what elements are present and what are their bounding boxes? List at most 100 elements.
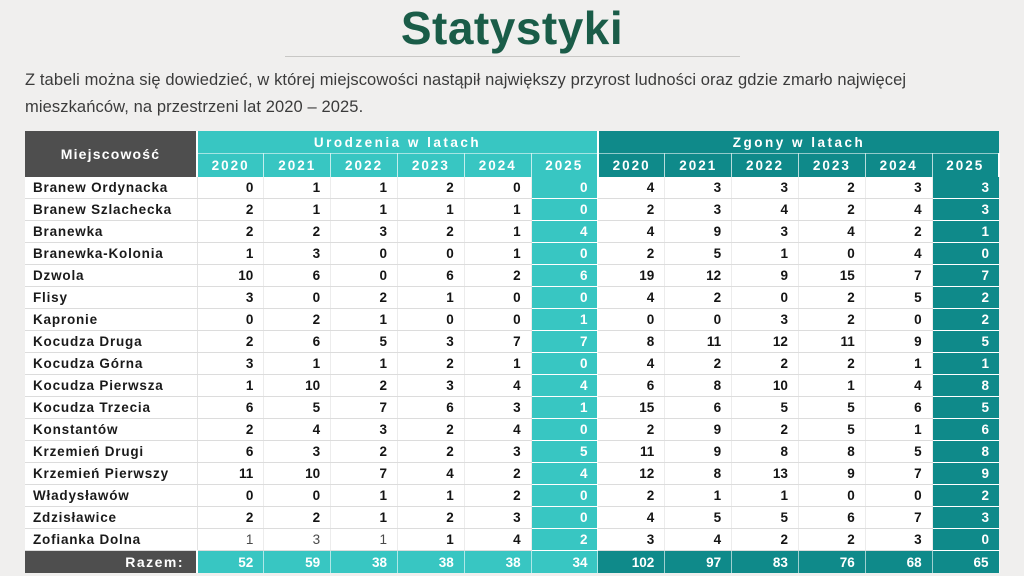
deaths-value-cell: 9	[798, 462, 866, 486]
deaths-value-cell: 3	[932, 506, 999, 530]
births-value-cell: 1	[464, 242, 532, 266]
deaths-value-cell: 9	[664, 418, 733, 442]
deaths-value-cell: 12	[597, 462, 666, 486]
births-value-cell: 1	[330, 352, 398, 376]
deaths-value-cell: 6	[932, 418, 999, 442]
births-value-cell: 3	[397, 374, 465, 398]
births-total-cell: 34	[531, 550, 599, 574]
births-value-cell: 0	[263, 484, 332, 508]
location-cell: Zdzisławice	[25, 506, 198, 530]
deaths-value-cell: 1	[664, 484, 733, 508]
deaths-value-cell: 2	[798, 308, 866, 332]
deaths-value-cell: 19	[597, 264, 666, 288]
deaths-value-cell: 3	[731, 220, 799, 244]
births-value-cell: 2	[263, 506, 332, 530]
births-value-cell: 1	[397, 528, 465, 552]
births-value-cell: 4	[464, 528, 532, 552]
births-value-cell: 2	[464, 264, 532, 288]
deaths-value-cell: 4	[597, 177, 666, 200]
table-row: Władysławów 0 0 1 1 2 0 2 1 1 0 0 2	[25, 484, 999, 508]
deaths-value-cell: 2	[798, 528, 866, 552]
deaths-value-cell: 1	[932, 220, 999, 244]
deaths-value-cell: 11	[798, 330, 866, 354]
births-value-cell: 2	[397, 506, 465, 530]
table-row: Dzwola 10 6 0 6 2 6 19 12 9 15 7 7	[25, 264, 999, 288]
deaths-value-cell: 1	[731, 484, 799, 508]
births-value-cell: 0	[531, 242, 599, 266]
births-value-cell: 6	[531, 264, 599, 288]
deaths-value-cell: 13	[731, 462, 799, 486]
births-total-cell: 38	[397, 550, 465, 574]
births-value-cell: 5	[263, 396, 332, 420]
location-cell: Dzwola	[25, 264, 198, 288]
births-value-cell: 2	[464, 484, 532, 508]
location-cell: Krzemień Pierwszy	[25, 462, 198, 486]
statistics-table: Miejscowość Urodzenia w latach Zgony w l…	[25, 131, 1000, 574]
title-underline	[284, 56, 740, 58]
births-value-cell: 1	[464, 220, 532, 244]
deaths-value-cell: 6	[597, 374, 666, 398]
births-value-cell: 1	[263, 177, 332, 200]
births-section-header: Urodzenia w latach	[197, 131, 599, 155]
births-value-cell: 1	[197, 242, 265, 266]
births-year-header: 2020	[197, 153, 265, 178]
deaths-value-cell: 1	[865, 418, 933, 442]
deaths-value-cell: 2	[731, 528, 799, 552]
deaths-value-cell: 3	[597, 528, 666, 552]
deaths-value-cell: 5	[865, 286, 933, 310]
deaths-value-cell: 1	[865, 352, 933, 376]
deaths-value-cell: 6	[798, 506, 866, 530]
description-line-2: mieszkańców, na przestrzeni lat 2020 – 2…	[25, 97, 364, 116]
births-value-cell: 0	[531, 198, 599, 222]
births-value-cell: 1	[330, 484, 398, 508]
deaths-value-cell: 15	[798, 264, 866, 288]
births-value-cell: 0	[531, 352, 599, 376]
table-body: Branew Ordynacka 0 1 1 2 0 0 4 3 3 2 3 3 Branew Szlac…	[25, 177, 999, 552]
table-row: Branewka 2 2 3 2 1 4 4 9 3 4 2 1	[25, 220, 999, 244]
births-value-cell: 2	[197, 198, 265, 222]
births-value-cell: 10	[263, 374, 332, 398]
table-row: Branewka-Kolonia 1 3 0 0 1 0 2 5 1 0 4 0	[25, 242, 999, 266]
location-cell: Władysławów	[25, 484, 198, 508]
deaths-value-cell: 0	[798, 242, 866, 266]
births-value-cell: 7	[330, 462, 398, 486]
deaths-value-cell: 4	[597, 352, 666, 376]
table-row: Zofianka Dolna 1 3 1 1 4 2 3 4 2 2 3 0	[25, 528, 999, 552]
deaths-value-cell: 4	[597, 286, 666, 310]
deaths-value-cell: 8	[731, 440, 799, 464]
births-value-cell: 2	[397, 220, 465, 244]
deaths-value-cell: 2	[597, 242, 666, 266]
births-value-cell: 1	[197, 374, 265, 398]
births-value-cell: 0	[397, 308, 465, 332]
deaths-value-cell: 8	[932, 374, 999, 398]
deaths-value-cell: 7	[932, 264, 999, 288]
location-cell: Kapronie	[25, 308, 198, 332]
table-row: Kocudza Pierwsza 1 10 2 3 4 4 6 8 10 1 4 8	[25, 374, 999, 398]
births-value-cell: 2	[197, 506, 265, 530]
births-value-cell: 0	[464, 308, 532, 332]
births-value-cell: 2	[531, 528, 599, 552]
births-value-cell: 2	[330, 286, 398, 310]
births-value-cell: 3	[197, 352, 265, 376]
births-total-cell: 38	[464, 550, 532, 574]
deaths-total-cell: 83	[731, 550, 799, 574]
deaths-value-cell: 3	[865, 177, 933, 200]
births-value-cell: 6	[197, 396, 265, 420]
births-value-cell: 7	[531, 330, 599, 354]
table-row: Kocudza Trzecia 6 5 7 6 3 1 15 6 5 5 6 5	[25, 396, 999, 420]
deaths-total-cell: 68	[865, 550, 933, 574]
deaths-value-cell: 1	[798, 374, 866, 398]
section-header-row: Miejscowość Urodzenia w latach Zgony w l…	[25, 131, 999, 178]
births-total-cell: 59	[263, 550, 332, 574]
births-value-cell: 2	[197, 220, 265, 244]
births-value-cell: 1	[330, 308, 398, 332]
births-value-cell: 0	[531, 177, 599, 200]
deaths-value-cell: 2	[932, 484, 999, 508]
deaths-value-cell: 3	[865, 528, 933, 552]
deaths-value-cell: 5	[798, 396, 866, 420]
deaths-year-header: 2020	[597, 153, 666, 178]
table-row: Krzemień Drugi 6 3 2 2 3 5 11 9 8 8 5 8	[25, 440, 999, 464]
location-cell: Branewka-Kolonia	[25, 242, 198, 266]
location-cell: Branew Ordynacka	[25, 177, 198, 200]
births-value-cell: 1	[397, 484, 465, 508]
